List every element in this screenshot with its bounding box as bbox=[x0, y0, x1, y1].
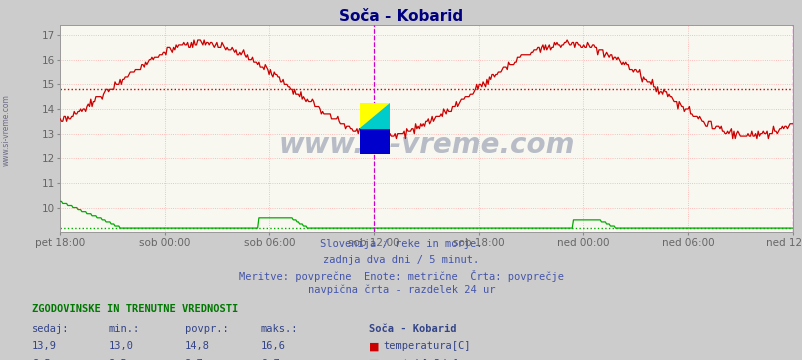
Bar bbox=[359, 129, 390, 154]
Text: pretok[m3/s]: pretok[m3/s] bbox=[383, 359, 458, 360]
Text: Meritve: povprečne  Enote: metrične  Črta: povprečje: Meritve: povprečne Enote: metrične Črta:… bbox=[239, 270, 563, 282]
Text: 14,8: 14,8 bbox=[184, 341, 209, 351]
Text: ■: ■ bbox=[369, 359, 379, 360]
Text: Soča - Kobarid: Soča - Kobarid bbox=[339, 9, 463, 24]
Text: povpr.:: povpr.: bbox=[184, 324, 228, 334]
Text: navpična črta - razdelek 24 ur: navpična črta - razdelek 24 ur bbox=[307, 285, 495, 295]
Text: 13,9: 13,9 bbox=[32, 341, 57, 351]
Text: 8,5: 8,5 bbox=[32, 359, 51, 360]
Text: temperatura[C]: temperatura[C] bbox=[383, 341, 471, 351]
Polygon shape bbox=[359, 103, 375, 129]
Text: Slovenija / reke in morje.: Slovenija / reke in morje. bbox=[320, 239, 482, 249]
Text: www.si-vreme.com: www.si-vreme.com bbox=[2, 94, 11, 166]
Polygon shape bbox=[359, 103, 375, 129]
Text: Soča - Kobarid: Soča - Kobarid bbox=[369, 324, 456, 334]
Text: ZGODOVINSKE IN TRENUTNE VREDNOSTI: ZGODOVINSKE IN TRENUTNE VREDNOSTI bbox=[32, 304, 238, 314]
Polygon shape bbox=[359, 103, 390, 129]
Text: ■: ■ bbox=[369, 341, 379, 351]
Text: www.si-vreme.com: www.si-vreme.com bbox=[277, 131, 574, 159]
Text: 8,7: 8,7 bbox=[184, 359, 203, 360]
Text: 13,0: 13,0 bbox=[108, 341, 133, 351]
Polygon shape bbox=[359, 103, 390, 129]
Text: min.:: min.: bbox=[108, 324, 140, 334]
Text: maks.:: maks.: bbox=[261, 324, 298, 334]
Text: 8,5: 8,5 bbox=[108, 359, 127, 360]
Text: zadnja dva dni / 5 minut.: zadnja dva dni / 5 minut. bbox=[323, 255, 479, 265]
Text: 9,7: 9,7 bbox=[261, 359, 279, 360]
Text: sedaj:: sedaj: bbox=[32, 324, 70, 334]
Text: 16,6: 16,6 bbox=[261, 341, 286, 351]
